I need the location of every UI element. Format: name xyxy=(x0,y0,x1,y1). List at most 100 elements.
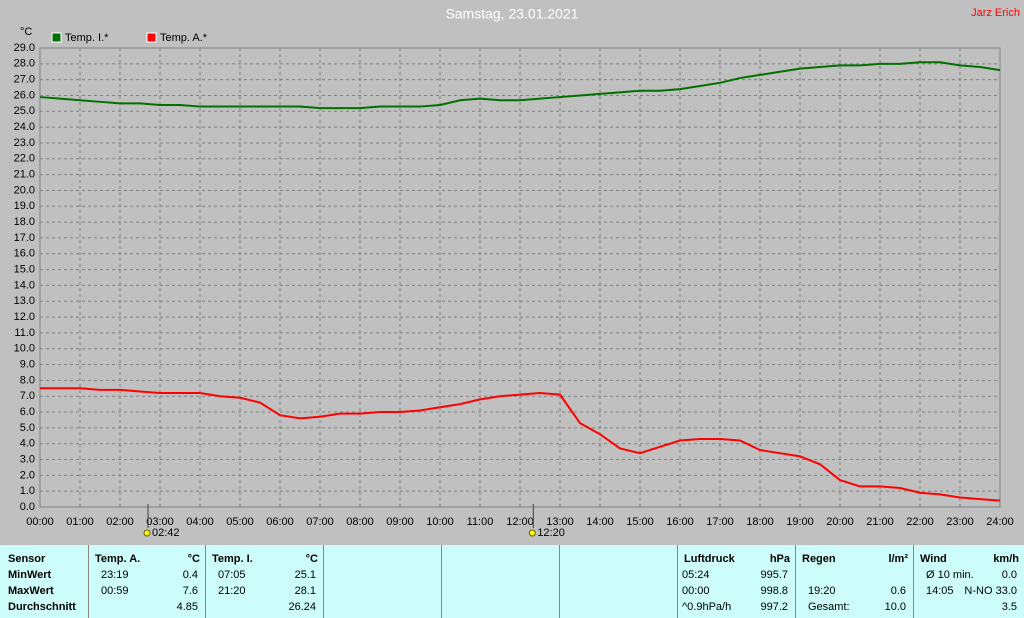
block-unit: l/m² xyxy=(888,553,908,565)
block-title: Luftdruck xyxy=(684,553,735,565)
stat-value: 0.0 xyxy=(1001,569,1017,581)
y-tick-label: 12.0 xyxy=(14,311,35,323)
empty-column xyxy=(323,545,442,618)
y-tick-label: 17.0 xyxy=(14,232,35,244)
x-tick-label: 03:00 xyxy=(146,516,174,528)
x-tick-label: 20:00 xyxy=(826,516,854,528)
y-tick-label: 9.0 xyxy=(20,358,35,370)
y-tick-label: 7.0 xyxy=(20,390,35,402)
stat-value: 998.8 xyxy=(760,585,788,597)
y-tick-label: 16.0 xyxy=(14,248,35,260)
block-title: Wind xyxy=(920,553,947,565)
plot-frame xyxy=(39,47,1001,508)
x-tick-label: 24:00 xyxy=(986,516,1014,528)
stats-table: Sensor MinWert MaxWert Durchschnitt Temp. A.… xyxy=(0,545,1024,618)
y-tick-label: 0.0 xyxy=(20,501,35,513)
sun-icon xyxy=(143,529,151,537)
y-tick-label: 18.0 xyxy=(14,216,35,228)
x-tick-label: 11:00 xyxy=(467,516,494,528)
stat-time: ^0.9hPa/h xyxy=(682,601,732,613)
stat-value: 0.4 xyxy=(182,569,198,581)
y-tick-label: 14.0 xyxy=(14,279,35,291)
series-line xyxy=(39,61,1001,110)
sun-icon xyxy=(528,529,536,537)
chart-title: Samstag, 23.01.2021 xyxy=(445,6,578,22)
stat-block: Regen l/m² 19:20 0.6 Gesamt: 10.0 xyxy=(795,545,914,618)
y-tick-label: 11.0 xyxy=(14,327,35,339)
stat-time: 05:24 xyxy=(682,569,710,581)
stat-time: 19:20 xyxy=(808,585,836,597)
x-tick-label: 12:00 xyxy=(506,516,534,528)
stat-value: 10.0 xyxy=(884,601,906,613)
x-tick-label: 09:00 xyxy=(386,516,414,528)
block-unit: °C xyxy=(305,553,318,565)
stat-value: 28.1 xyxy=(294,585,316,597)
stat-value: 0.6 xyxy=(890,585,906,597)
x-tick-label: 02:00 xyxy=(106,516,134,528)
row-label: Sensor xyxy=(8,553,46,565)
y-tick-label: 20.0 xyxy=(14,184,35,196)
legend-swatch xyxy=(51,32,62,43)
y-tick-label: 29.0 xyxy=(14,42,35,54)
y-tick-label: 2.0 xyxy=(20,469,35,481)
stat-time: Gesamt: xyxy=(808,601,850,613)
x-tick-label: 01:00 xyxy=(66,516,94,528)
block-title: Temp. I. xyxy=(212,553,253,565)
empty-column xyxy=(559,545,678,618)
stat-time: 21:20 xyxy=(218,585,246,597)
stat-value: 25.1 xyxy=(294,569,316,581)
annotation-label: 12:20 xyxy=(537,527,565,539)
stat-value: 26.24 xyxy=(288,601,316,613)
legend-label: Temp. A.* xyxy=(160,32,208,44)
y-tick-label: 5.0 xyxy=(20,422,35,434)
y-tick-label: 6.0 xyxy=(20,406,35,418)
y-tick-label: 15.0 xyxy=(14,263,35,275)
x-tick-label: 08:00 xyxy=(346,516,374,528)
x-tick-label: 21:00 xyxy=(866,516,894,528)
y-tick-label: 3.0 xyxy=(20,453,35,465)
x-tick-label: 19:00 xyxy=(786,516,814,528)
x-tick-label: 22:00 xyxy=(906,516,934,528)
x-tick-label: 13:00 xyxy=(546,516,574,528)
stat-time: 00:00 xyxy=(682,585,710,597)
x-tick-label: 07:00 xyxy=(306,516,334,528)
x-tick-label: 10:00 xyxy=(426,516,454,528)
stat-value: 995.7 xyxy=(760,569,788,581)
stat-value: 7.6 xyxy=(182,585,198,597)
row-label: MinWert xyxy=(8,569,52,581)
x-tick-label: 06:00 xyxy=(266,516,294,528)
y-tick-label: 1.0 xyxy=(20,485,35,497)
x-tick-label: 17:00 xyxy=(706,516,734,528)
x-tick-label: 04:00 xyxy=(186,516,214,528)
stat-time: 14:05 xyxy=(926,585,954,597)
y-tick-label: 21.0 xyxy=(14,169,35,181)
y-axis-label: °C xyxy=(20,26,32,38)
stat-time: 23:19 xyxy=(101,569,129,581)
stat-value: 3.5 xyxy=(1001,601,1017,613)
row-label: Durchschnitt xyxy=(8,601,76,613)
stat-time: Ø 10 min. xyxy=(926,569,974,581)
row-label: MaxWert xyxy=(8,585,54,597)
author: Jarz Erich xyxy=(971,7,1020,19)
x-tick-label: 18:00 xyxy=(746,516,774,528)
legend-label: Temp. I.* xyxy=(65,32,109,44)
x-tick-label: 15:00 xyxy=(626,516,654,528)
stat-value: 997.2 xyxy=(760,601,788,613)
annotation-label: 02:42 xyxy=(152,527,180,539)
legend-swatch xyxy=(146,32,157,43)
y-tick-label: 10.0 xyxy=(14,343,35,355)
x-tick-label: 16:00 xyxy=(666,516,694,528)
y-tick-label: 23.0 xyxy=(14,137,35,149)
y-tick-label: 24.0 xyxy=(14,121,35,133)
y-tick-label: 22.0 xyxy=(14,153,35,165)
block-title: Temp. A. xyxy=(95,553,141,565)
block-unit: km/h xyxy=(993,553,1019,565)
block-unit: hPa xyxy=(769,553,790,565)
empty-column xyxy=(441,545,560,618)
stat-time: 00:59 xyxy=(101,585,129,597)
y-tick-label: 19.0 xyxy=(14,200,35,212)
stat-value: 4.85 xyxy=(176,601,198,613)
x-tick-label: 14:00 xyxy=(586,516,614,528)
stat-block: Temp. A. °C 23:19 0.4 00:59 7.6 4.85 xyxy=(88,545,206,618)
